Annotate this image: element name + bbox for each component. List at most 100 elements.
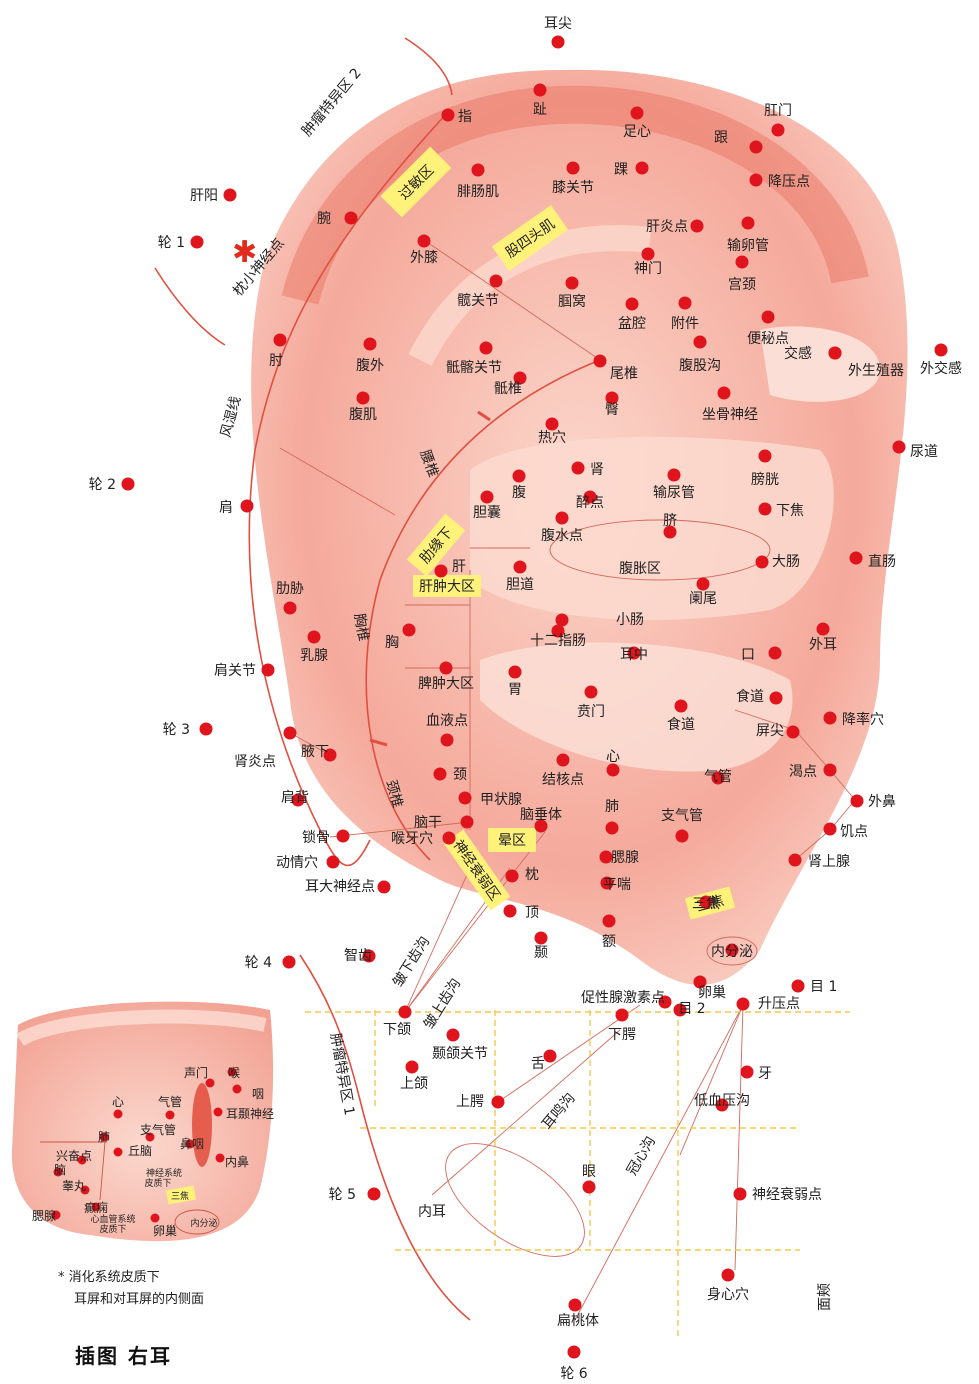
acupoint-dot (567, 1345, 581, 1359)
acupoint-label: 结核点 (542, 772, 584, 788)
acupoint-dot (658, 995, 672, 1009)
acupoint-label: 乳腺 (300, 648, 328, 664)
acupoint-dot (693, 335, 707, 349)
acupoint-dot (566, 161, 580, 175)
acupoint-label: 脑干 (414, 815, 442, 831)
inset-label: 声门 (184, 1065, 208, 1080)
acupoint-dot (491, 1095, 505, 1109)
inset-acupoint-dot (113, 1109, 123, 1119)
acupoint-dot (240, 499, 254, 513)
acupoint-label: 肝 (452, 559, 466, 575)
acupoint-dot (673, 1003, 687, 1017)
inset-acupoint-dot (145, 1132, 155, 1142)
acupoint-label: 脾肿大区 (418, 676, 474, 692)
inset-acupoint-dot (213, 1107, 223, 1117)
inset-label: 三焦 (171, 1190, 189, 1202)
acupoint-dot (768, 646, 782, 660)
line-label: 颈椎 (383, 778, 406, 809)
inset-acupoint-dot (165, 1110, 175, 1120)
acupoint-dot (663, 525, 677, 539)
acupoint-label: 骶椎 (494, 381, 522, 397)
acupoint-label: 贲门 (577, 704, 605, 720)
inset-label: 内鼻 (225, 1154, 249, 1169)
acupoint-label: 口 (741, 647, 755, 663)
acupoint-label: 输尿管 (653, 485, 695, 501)
acupoint-label: 大肠 (772, 554, 800, 570)
acupoint-label: 宫颈 (728, 277, 756, 293)
acupoint-label: 腮腺 (611, 850, 639, 866)
acupoint-dot (442, 831, 456, 845)
acupoint-dot (605, 821, 619, 835)
acupoint-dot (678, 296, 692, 310)
acupoint-dot (458, 791, 472, 805)
acupoint-dot (740, 1065, 754, 1079)
acupoint-dot (791, 979, 805, 993)
footnote-line-2: 耳屏和对耳屏的内侧面 (74, 1292, 205, 1307)
inset-acupoint-dot (215, 1153, 225, 1163)
acupoint-label: 直肠 (868, 553, 896, 570)
acupoint-label: 骶髂关节 (446, 359, 502, 376)
acupoint-dot (441, 108, 455, 122)
acupoint-label: 下焦 (776, 503, 804, 519)
acupoint-dot (583, 490, 597, 504)
acupoint-label: 轮 1 (158, 235, 185, 251)
acupoint-dot (635, 161, 649, 175)
acupoint-label: 腓肠肌 (457, 184, 499, 200)
inset-label: 内分泌 (190, 1217, 217, 1229)
acupoint-dot (788, 853, 802, 867)
acupoint-dot (605, 391, 619, 405)
acupoint-dot (261, 663, 275, 677)
acupoint-label: 交感 (784, 345, 812, 362)
acupoint-dot (480, 490, 494, 504)
inset-acupoint-dot (53, 1167, 63, 1177)
acupoint-dot (758, 449, 772, 463)
acupoint-label: 饥点 (840, 824, 868, 840)
acupoint-label: 牙 (758, 1066, 772, 1082)
acupoint-label: 食道 (736, 688, 764, 705)
acupoint-label: 轮 3 (163, 722, 190, 738)
inset-acupoint-dot (205, 1078, 215, 1088)
inset-label: 皮质下 (99, 1223, 126, 1235)
acupoint-dot (674, 699, 688, 713)
acupoint-label: 胆囊 (473, 504, 501, 521)
acupoint-dot (446, 1028, 460, 1042)
acupoint-dot (667, 468, 681, 482)
acupoint-dot (363, 337, 377, 351)
acupoint-dot (625, 297, 639, 311)
inset-acupoint-dot (150, 1213, 160, 1223)
acupoint-dot (641, 247, 655, 261)
acupoint-label: 耳中 (620, 647, 648, 663)
inset-label: 鼻咽 (180, 1136, 204, 1151)
acupoint-label: 上颌 (400, 1076, 428, 1092)
acupoint-dot (434, 564, 448, 578)
acupoint-dot (823, 711, 837, 725)
acupoint-dot (571, 461, 585, 475)
line-label: 风湿线 (218, 395, 244, 440)
acupoint-dot (402, 623, 416, 637)
inset-label: 卵巢 (153, 1224, 177, 1238)
acupoint-label: 足心 (623, 124, 651, 140)
ear-guide-lines (154, 37, 601, 1321)
zone-box: 晕区 (488, 828, 536, 852)
acupoint-dot (892, 440, 906, 454)
acupoint-label: 坐骨神经 (702, 407, 758, 423)
acupoint-label: 腹胀区 (619, 560, 661, 577)
inset-label: 丘脑 (128, 1144, 152, 1158)
acupoint-label: 面颊 (817, 1283, 833, 1311)
acupoint-label: 心 (606, 749, 620, 765)
acupoint-label: 肩背 (281, 790, 309, 806)
acupoint-dot (823, 763, 837, 777)
acupoint-label: 膀胱 (751, 471, 779, 488)
inset-label: 耳颞神经 (226, 1107, 274, 1121)
acupoint-dot (593, 354, 607, 368)
acupoint-label: 腹 (512, 484, 526, 501)
acupoint-dot (711, 771, 725, 785)
acupoint-label: 锁骨 (302, 830, 330, 846)
acupoint-label: 腹肌 (349, 406, 377, 423)
zone-label: 肝肿大区 (419, 579, 475, 595)
acupoint-dot (121, 477, 135, 491)
zone-box: 股四头肌 (491, 205, 569, 271)
acupoint-label: 低血压沟 (694, 1093, 750, 1109)
